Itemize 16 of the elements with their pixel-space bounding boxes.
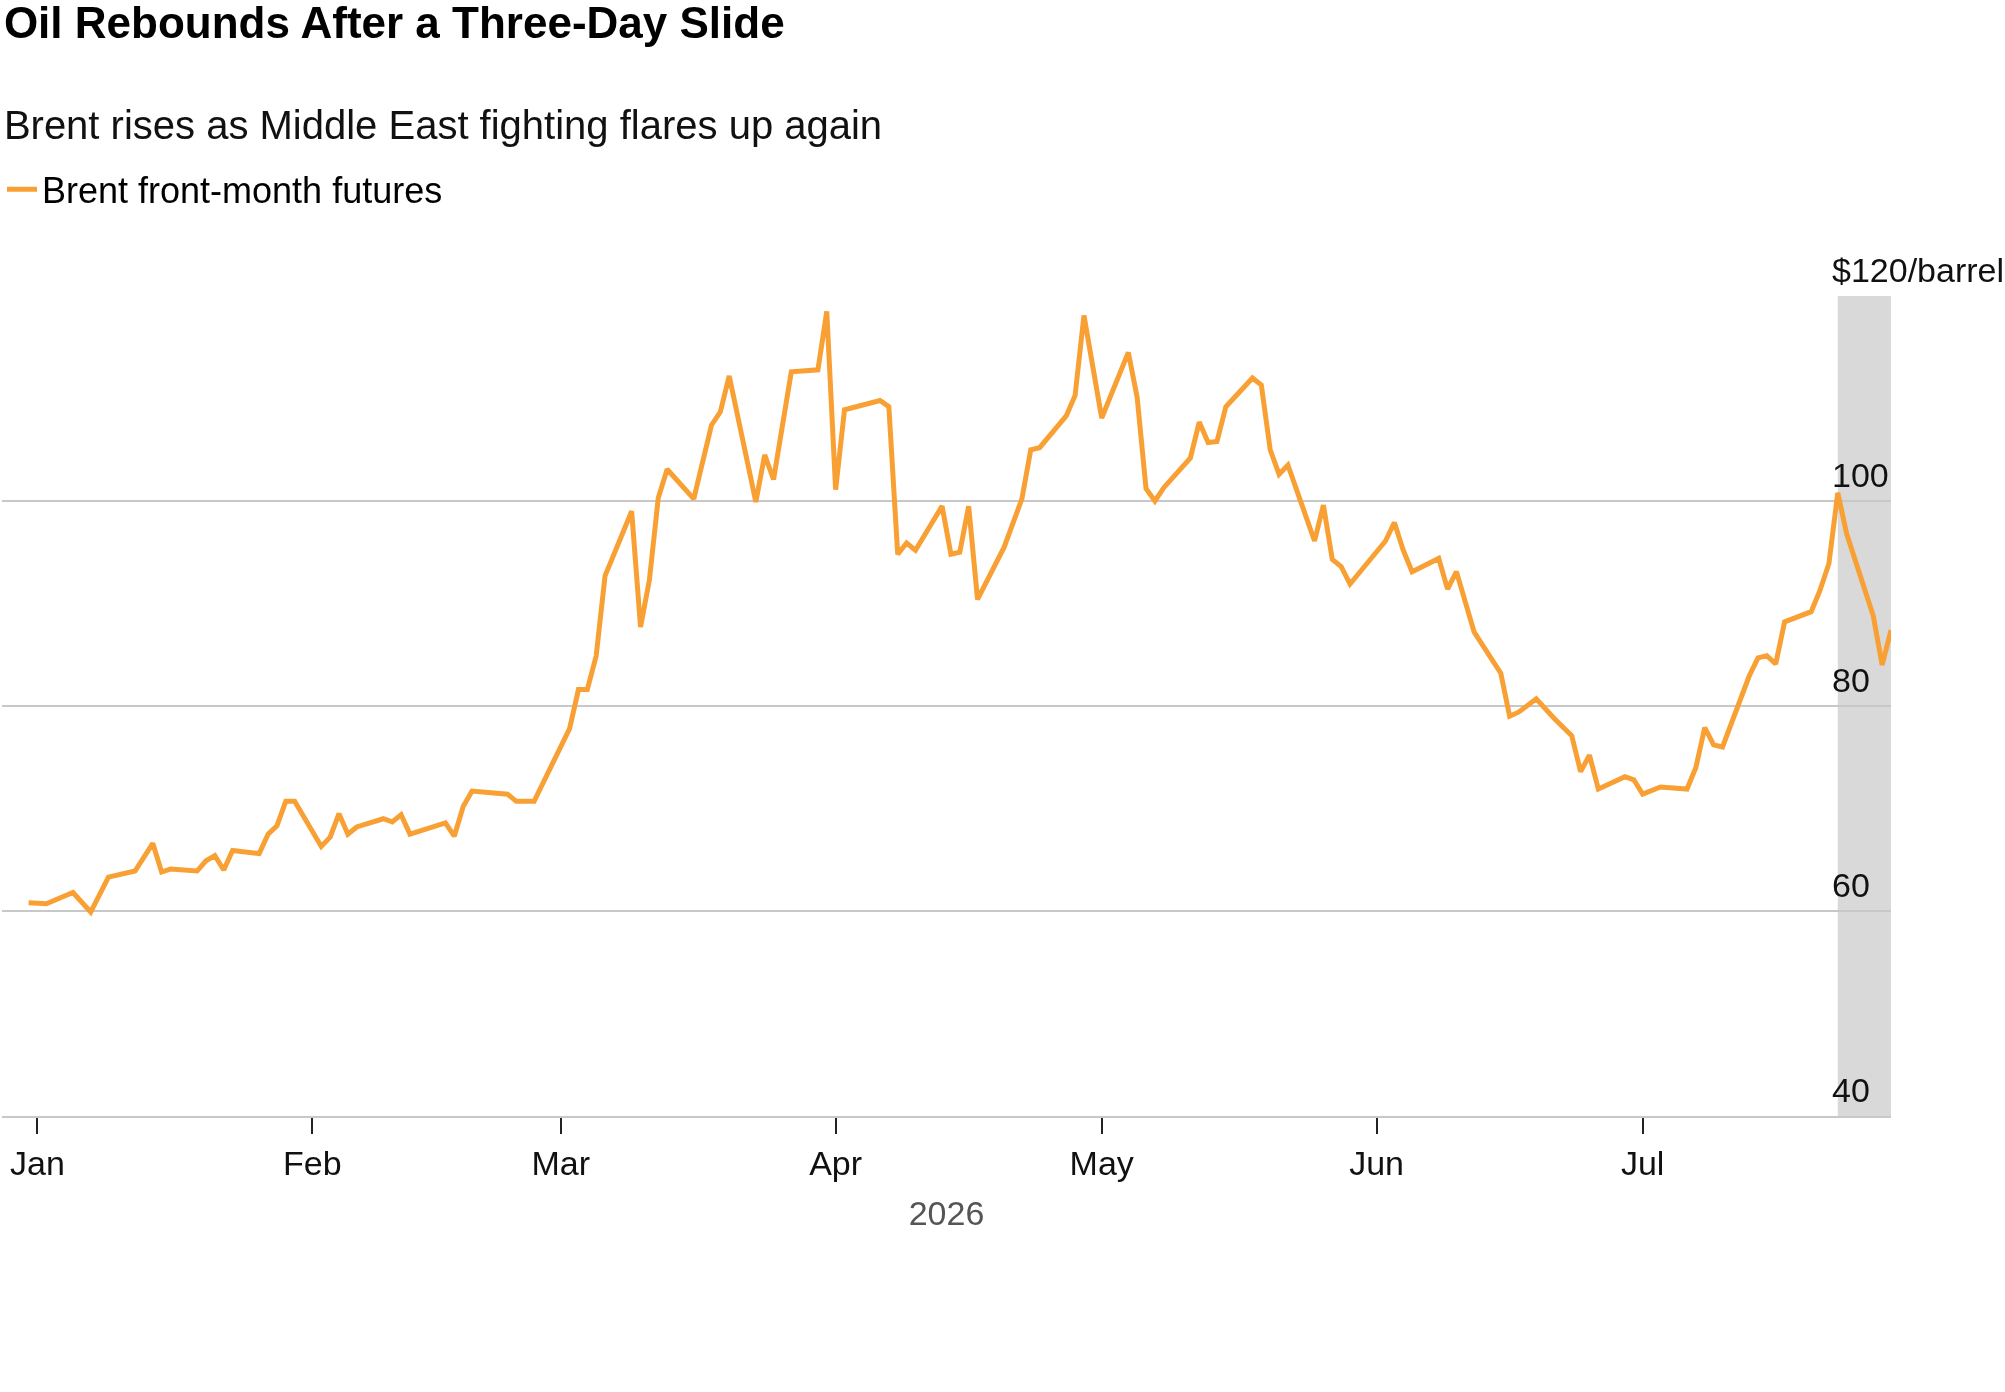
chart-subtitle: Brent rises as Middle East fighting flares up again [3,102,883,147]
x-tick-label: Jan [10,1143,65,1182]
x-tick-label: Jul [1620,1143,1665,1182]
x-tick-label: Mar [531,1143,590,1182]
x-tick-label: Apr [809,1143,863,1182]
y-tick-label: 80 [1832,660,1870,699]
y-tick-label: $120/barrel [1832,250,2005,289]
x-axis-title: 2026 [908,1193,985,1232]
x-tick-label: May [1069,1143,1134,1182]
y-tick-label: 40 [1832,1070,1870,1109]
x-tick-label: Jun [1349,1143,1405,1182]
x-tick-label: Feb [283,1143,342,1182]
legend-label: Brent front-month futures [42,170,443,212]
y-tick-label: 100 [1832,455,1889,494]
y-tick-label: 60 [1832,865,1870,904]
chart-title: Oil Rebounds After a Three-Day Slide [3,0,785,47]
